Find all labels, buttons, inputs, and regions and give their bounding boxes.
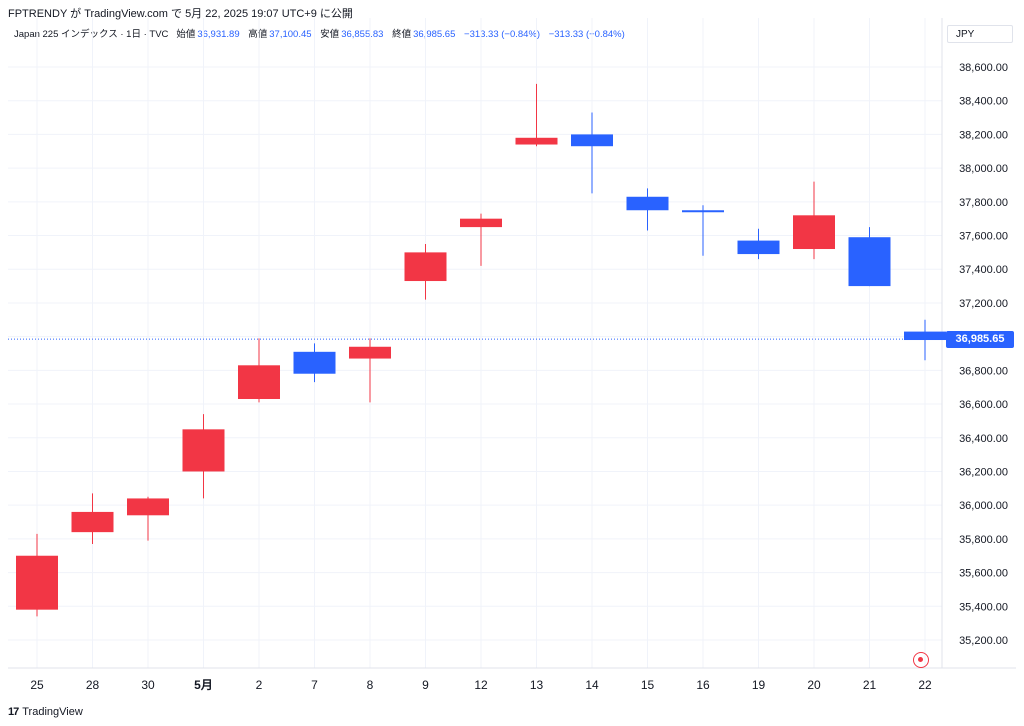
x-tick-label: 7 <box>311 678 318 692</box>
y-tick-label: 37,800.00 <box>959 197 1008 209</box>
y-tick-label: 36,400.00 <box>959 433 1008 445</box>
candle-body <box>404 252 447 282</box>
publish-line: FPTRENDY が TradingView.com で 5月 22, 2025… <box>8 8 353 20</box>
candle-body <box>349 346 391 359</box>
candle-body <box>460 218 502 228</box>
y-tick-label: 36,000.00 <box>959 500 1008 512</box>
y-tick-label: 38,000.00 <box>959 163 1008 175</box>
x-tick-label: 14 <box>585 678 599 692</box>
y-tick-label: 37,200.00 <box>959 298 1008 310</box>
y-tick-label: 36,600.00 <box>959 399 1008 411</box>
y-tick-label: 36,200.00 <box>959 466 1008 478</box>
x-tick-label: 9 <box>422 678 429 692</box>
brand-name: TradingView <box>22 706 83 718</box>
candles <box>16 83 946 617</box>
record-icon[interactable] <box>913 652 929 668</box>
low-value: 36,855.83 <box>341 29 384 40</box>
y-tick-label: 38,400.00 <box>959 96 1008 108</box>
currency-selector[interactable]: JPY <box>947 25 1013 43</box>
close-label: 終値 <box>392 29 412 40</box>
x-axis: 25 28 30 5月 2 7 8 9 12 13 14 15 16 19 20 21 22 <box>8 667 1016 692</box>
candle-body <box>571 134 613 147</box>
brand[interactable]: 17 TradingView <box>8 706 83 718</box>
ohlc-legend: Japan 225 インデックス · 1日 · TVC 始値 36,931.89 … <box>14 26 631 40</box>
x-tick-label: 16 <box>696 678 710 692</box>
x-tick-label: 25 <box>30 678 44 692</box>
change-value-2: −313.33 (−0.84%) <box>548 29 625 40</box>
candle-body <box>16 555 58 610</box>
y-tick-label: 35,200.00 <box>959 635 1008 647</box>
x-tick-label: 22 <box>918 678 932 692</box>
y-tick-label: 35,600.00 <box>959 568 1008 580</box>
y-tick-label: 36,800.00 <box>959 365 1008 377</box>
x-tick-label: 30 <box>141 678 155 692</box>
candle-body <box>793 215 835 250</box>
symbol-label[interactable]: Japan 225 インデックス · 1日 · TVC <box>14 29 169 40</box>
y-tick-label: 35,800.00 <box>959 534 1008 546</box>
candle-body <box>182 429 225 472</box>
tradingview-logo-icon: 17 <box>8 706 19 718</box>
candle-body <box>737 240 780 255</box>
candle-body <box>71 511 114 533</box>
close-value: 36,985.65 <box>413 29 456 40</box>
y-tick-label: 37,600.00 <box>959 231 1008 243</box>
grid-lines <box>8 18 942 668</box>
x-tick-label: 12 <box>474 678 488 692</box>
last-price-tag: 36,985.65 <box>946 330 1014 348</box>
x-tick-label: 28 <box>86 678 100 692</box>
high-value: 37,100.45 <box>269 29 312 40</box>
x-tick-label: 15 <box>641 678 655 692</box>
change-value: −313.33 (−0.84%) <box>464 29 541 40</box>
candle-body <box>127 498 169 516</box>
x-tick-label: 21 <box>863 678 877 692</box>
x-tick-label: 19 <box>752 678 766 692</box>
candle-body <box>904 331 946 341</box>
candle-body <box>626 196 669 211</box>
y-tick-label: 38,200.00 <box>959 129 1008 141</box>
y-tick-label: 38,600.00 <box>959 62 1008 74</box>
open-value: 36,931.89 <box>197 29 240 40</box>
x-tick-label: 8 <box>367 678 374 692</box>
x-tick-label: 2 <box>256 678 263 692</box>
y-tick-label: 35,400.00 <box>959 601 1008 613</box>
x-tick-label: 20 <box>807 678 821 692</box>
candle-body <box>515 137 558 145</box>
candle-body <box>848 237 891 287</box>
x-tick-label: 5月 <box>194 678 213 692</box>
y-tick-label: 37,400.00 <box>959 264 1008 276</box>
high-label: 高値 <box>248 29 268 40</box>
candle-body <box>682 210 724 213</box>
x-tick-label: 13 <box>530 678 544 692</box>
low-label: 安値 <box>320 29 340 40</box>
candle-body <box>238 365 280 400</box>
candle-body <box>293 351 336 374</box>
open-label: 始値 <box>176 29 196 40</box>
